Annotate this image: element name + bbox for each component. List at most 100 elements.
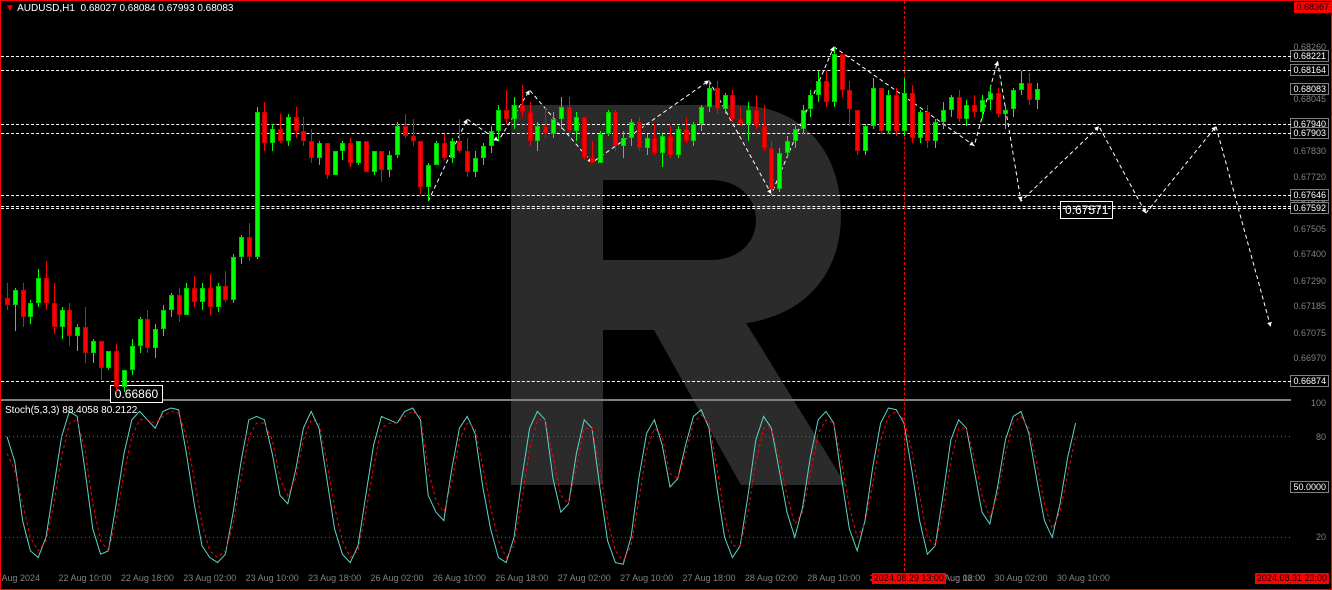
time-tick-label: 27 Aug 02:00 [558, 573, 611, 583]
price-tick-label: 0.66970 [1293, 353, 1326, 363]
candle-body [83, 327, 88, 354]
candle-body [442, 143, 447, 157]
candle-body [567, 107, 572, 131]
candle-body [208, 288, 213, 307]
chart-container: ▼ AUDUSD,H1 0.68027 0.68084 0.67993 0.68… [0, 0, 1332, 590]
candle-body [1027, 83, 1032, 100]
price-level-box: 0.68083 [1290, 83, 1329, 95]
candle-body [801, 110, 806, 129]
candle-body [652, 138, 657, 152]
candle-wick [522, 85, 523, 116]
candle-wick [413, 119, 414, 146]
candle-body [723, 95, 728, 109]
candle-body [1035, 89, 1040, 99]
candle-body [184, 288, 189, 315]
candle-body [223, 286, 228, 300]
candle-body [520, 105, 525, 112]
time-tick-label: 22 Aug 2024 [0, 573, 40, 583]
candle-body [1003, 110, 1008, 115]
candle-body [145, 319, 150, 348]
price-tick-label: 0.67075 [1293, 328, 1326, 338]
candle-wick [545, 107, 546, 138]
candle-body [879, 88, 884, 131]
candle-body [816, 81, 821, 95]
time-tick-label: 23 Aug 18:00 [308, 573, 361, 583]
candle-body [1011, 90, 1016, 109]
candle-body [941, 110, 946, 122]
forecast-price-label: 0.67571 [1060, 201, 1113, 219]
candle-body [613, 112, 618, 146]
candle-body [559, 107, 564, 119]
candle-body [785, 141, 790, 153]
stoch-tick-label: 100 [1311, 398, 1326, 408]
candle-body [910, 93, 915, 139]
candle-body [372, 151, 377, 173]
candle-body [886, 95, 891, 131]
candle-body [551, 119, 556, 133]
candle-body [902, 93, 907, 132]
candle-body [418, 141, 423, 187]
price-level-box: 0.67646 [1290, 189, 1329, 201]
candle-body [434, 143, 439, 165]
candle-body [707, 88, 712, 107]
candle-body [496, 110, 501, 132]
candle-body [715, 88, 720, 110]
time-tick-label: 30 Aug 10:00 [1057, 573, 1110, 583]
horizontal-level-line [1, 195, 1291, 196]
triangle-down-icon: ▼ [5, 3, 15, 14]
candle-body [762, 126, 767, 148]
time-tick-label: 26 Aug 02:00 [370, 573, 423, 583]
candle-body [777, 153, 782, 189]
candle-body [730, 95, 735, 119]
candle-body [270, 129, 275, 143]
candle-body [301, 131, 306, 141]
candle-body [957, 97, 962, 119]
horizontal-level-line [1, 56, 1291, 57]
low-price-label: 0.66860 [110, 385, 163, 403]
candle-body [356, 141, 361, 163]
candle-body [606, 112, 611, 134]
candle-body [44, 278, 49, 302]
candle-body [457, 141, 462, 151]
candle-body [450, 141, 455, 158]
candle-body [832, 54, 837, 102]
candle-body [738, 119, 743, 124]
candle-body [247, 237, 252, 256]
candle-body [769, 148, 774, 189]
candle-body [629, 122, 634, 139]
candle-body [543, 126, 548, 133]
price-tick-label: 0.67830 [1293, 146, 1326, 156]
price-tick-label: 0.67505 [1293, 224, 1326, 234]
price-tick-label: 0.67290 [1293, 276, 1326, 286]
candle-body [333, 151, 338, 175]
candle-body [325, 143, 330, 174]
candle-body [481, 146, 486, 158]
candle-body [130, 346, 135, 370]
candle-body [855, 110, 860, 151]
stoch-level-box: 50.0000 [1290, 481, 1329, 493]
candle-body [200, 288, 205, 302]
candle-body [972, 105, 977, 112]
candle-body [512, 105, 517, 119]
candle-body [840, 54, 845, 90]
price-tick-label: 0.67185 [1293, 301, 1326, 311]
candle-body [598, 134, 603, 163]
time-tick-label: 23 Aug 02:00 [183, 573, 236, 583]
stoch-tick-label: 20 [1316, 532, 1326, 542]
candle-body [153, 329, 158, 348]
candle-body [192, 288, 197, 302]
candle-body [99, 341, 104, 368]
candle-wick [7, 283, 8, 310]
candle-body [411, 136, 416, 141]
horizontal-level-line [1, 208, 1291, 209]
price-level-box: 0.66874 [1290, 375, 1329, 387]
candle-wick [1005, 105, 1006, 129]
time-tick-label: 23 Aug 10:00 [246, 573, 299, 583]
candle-body [5, 298, 10, 305]
candle-body [574, 117, 579, 131]
candle-body [286, 117, 291, 141]
candle-body [403, 126, 408, 136]
candle-body [262, 112, 267, 143]
stochastic-label: Stoch(5,3,3) 88.4058 80.2122 [5, 405, 137, 416]
price-level-box: 0.67903 [1290, 127, 1329, 139]
